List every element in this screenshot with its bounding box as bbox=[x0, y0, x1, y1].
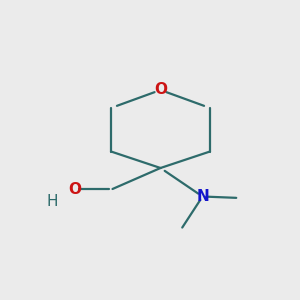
Text: O: O bbox=[68, 182, 82, 196]
Text: H: H bbox=[47, 194, 58, 208]
Text: N: N bbox=[196, 189, 209, 204]
Text: O: O bbox=[154, 82, 167, 98]
